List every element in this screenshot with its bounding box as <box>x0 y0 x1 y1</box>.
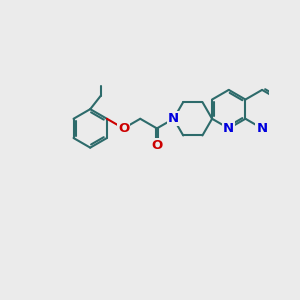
Text: N: N <box>168 112 179 125</box>
Text: O: O <box>151 139 163 152</box>
Text: O: O <box>118 122 129 135</box>
Text: N: N <box>256 122 268 135</box>
Text: N: N <box>223 122 234 135</box>
